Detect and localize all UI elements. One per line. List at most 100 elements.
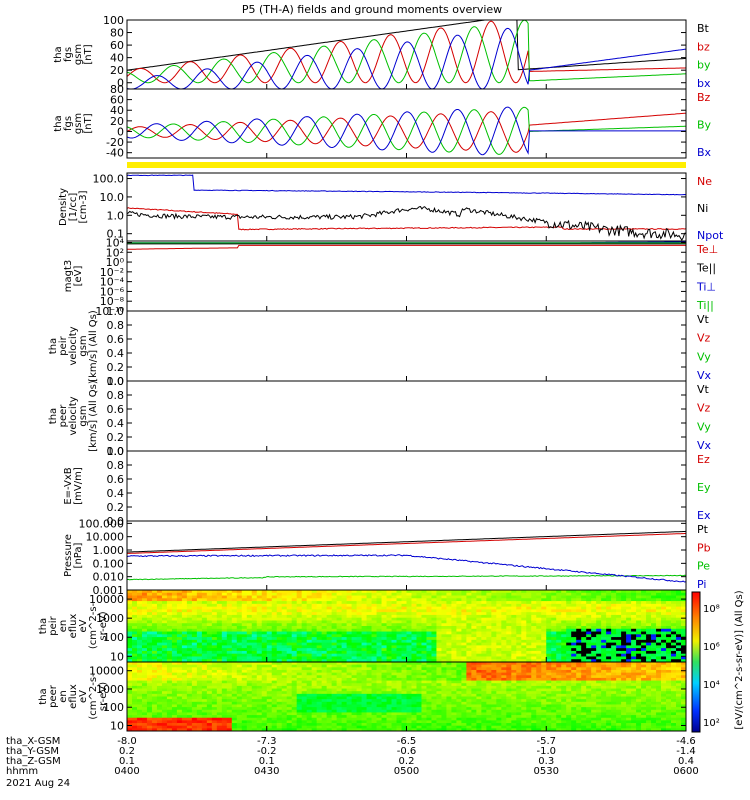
heatmap-cell (361, 595, 367, 599)
heatmap-cell (226, 709, 233, 713)
heatmap-cell (341, 628, 348, 632)
heatmap-cell (186, 653, 193, 657)
heatmap-cell (631, 592, 637, 596)
heatmap-cell (416, 650, 422, 655)
heatmap-cell (196, 634, 203, 638)
heatmap-cell (266, 650, 273, 655)
heatmap-cell (461, 648, 467, 652)
heatmap-cell (301, 623, 308, 627)
heatmap-cell (546, 598, 552, 602)
heatmap-cell (626, 642, 632, 646)
heatmap-cell (271, 590, 278, 594)
heatmap-cell (276, 677, 283, 681)
heatmap-cell (436, 642, 442, 646)
heatmap-cell (181, 680, 188, 684)
heatmap-cell (271, 704, 278, 708)
heatmap-cell (356, 628, 362, 632)
heatmap-cell (251, 693, 258, 697)
heatmap-cell (351, 626, 357, 630)
heatmap-cell (161, 639, 168, 644)
heatmap-cell (266, 677, 273, 681)
heatmap-cell (671, 598, 677, 602)
heatmap-cell (636, 620, 642, 624)
ytick-label: 100 (103, 631, 124, 644)
heatmap-cell (321, 650, 328, 655)
heatmap-cell (391, 707, 397, 711)
heatmap-cell (666, 634, 672, 638)
heatmap-cell (676, 639, 682, 644)
heatmap-cell (356, 675, 362, 679)
heatmap-cell (676, 645, 682, 649)
heatmap-cell (311, 683, 318, 687)
heatmap-cell (336, 609, 343, 613)
heatmap-cell (501, 614, 507, 619)
heatmap-cell (326, 667, 333, 671)
panel-ylabel: Pressure (63, 534, 74, 577)
heatmap-cell (226, 712, 233, 716)
heatmap-cell (186, 720, 193, 724)
heatmap-cell (281, 634, 288, 638)
heatmap-cell (431, 717, 437, 721)
heatmap-cell (331, 685, 338, 689)
heatmap-cell (151, 723, 158, 727)
heatmap-cell (186, 704, 193, 708)
heatmap-cell (476, 631, 482, 635)
heatmap-cell (656, 639, 662, 644)
heatmap-cell (266, 675, 273, 679)
heatmap-cell (256, 617, 263, 621)
heatmap-cell (466, 626, 472, 630)
heatmap-cell (371, 688, 377, 692)
heatmap-cell (606, 609, 612, 613)
heatmap-cell (271, 693, 278, 697)
heatmap-cell (586, 598, 592, 602)
heatmap-cell (346, 723, 352, 727)
heatmap-cell (651, 637, 657, 641)
heatmap-cell (306, 617, 313, 621)
heatmap-cell (246, 709, 253, 713)
heatmap-cell (466, 601, 472, 605)
heatmap-cell (536, 631, 542, 635)
heatmap-cell (341, 693, 348, 697)
heatmap-cell (191, 691, 198, 695)
heatmap-cell (521, 656, 527, 660)
heatmap-cell (441, 704, 447, 708)
heatmap-cell (456, 601, 462, 605)
heatmap-cell (426, 639, 432, 644)
heatmap-cell (396, 631, 402, 635)
heatmap-cell (636, 659, 642, 663)
heatmap-cell (186, 709, 193, 713)
heatmap-cell (471, 656, 477, 660)
heatmap-cell (471, 637, 477, 641)
heatmap-cell (526, 592, 532, 596)
heatmap-cell (636, 617, 642, 621)
heatmap-cell (371, 683, 377, 687)
heatmap-cell (271, 645, 278, 649)
heatmap-cell (296, 707, 303, 711)
heatmap-cell (196, 659, 203, 663)
heatmap-cell (206, 601, 213, 605)
heatmap-cell (131, 699, 138, 703)
heatmap-cell (196, 701, 203, 705)
heatmap-cell (606, 595, 612, 599)
heatmap-cell (486, 642, 492, 646)
heatmap-cell (141, 701, 148, 705)
heatmap-cell (231, 669, 238, 674)
heatmap-cell (641, 590, 647, 594)
heatmap-cell (206, 709, 213, 713)
heatmap-cell (491, 606, 497, 610)
heatmap-cell (271, 623, 278, 627)
heatmap-cell (141, 650, 148, 655)
panel-ylabel: E=-VxB (63, 467, 74, 504)
heatmap-cell (436, 696, 442, 700)
heatmap-cell (201, 601, 208, 605)
heatmap-cell (336, 645, 343, 649)
heatmap-cell (376, 688, 382, 692)
heatmap-cell (391, 704, 397, 708)
heatmap-cell (391, 650, 397, 655)
heatmap-cell (356, 715, 362, 719)
heatmap-cell (346, 628, 352, 632)
heatmap-cell (136, 685, 143, 689)
heatmap-cell (406, 634, 412, 638)
heatmap-cell (246, 677, 253, 681)
heatmap-cell (591, 592, 597, 596)
